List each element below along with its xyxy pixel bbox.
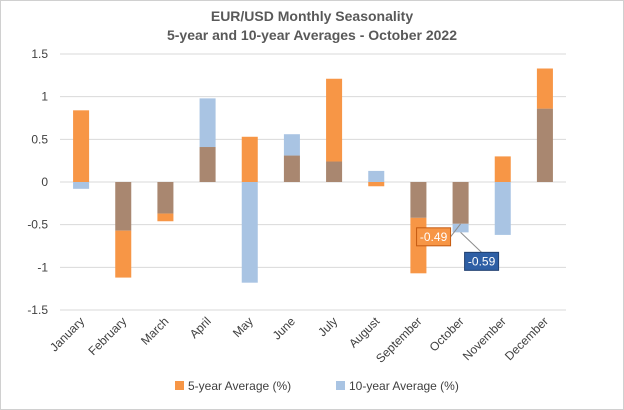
y-tick-label: 0.5 bbox=[31, 132, 48, 146]
legend-swatch bbox=[336, 381, 345, 390]
y-tick-label: 1 bbox=[41, 90, 48, 104]
y-tick-label: 0 bbox=[41, 175, 48, 189]
x-tick-label: February bbox=[86, 314, 130, 358]
callout-box bbox=[416, 227, 452, 247]
chart-subtitle: 5-year and 10-year Averages - October 20… bbox=[167, 27, 457, 43]
callout-box bbox=[464, 251, 500, 271]
gridlines bbox=[60, 53, 566, 311]
bar-5yr bbox=[368, 182, 385, 187]
bar-5yr bbox=[536, 68, 553, 109]
bar-overlap bbox=[283, 155, 300, 182]
x-tick-label: May bbox=[230, 314, 256, 340]
callout-leader bbox=[460, 231, 482, 253]
x-tick-label: October bbox=[427, 314, 467, 354]
bar-5yr bbox=[115, 230, 132, 278]
x-tick-label: March bbox=[138, 314, 171, 347]
bar-10yr bbox=[73, 182, 90, 189]
callout-label: -0.49 bbox=[420, 230, 448, 244]
x-tick-label: January bbox=[47, 314, 87, 354]
bar-overlap bbox=[157, 182, 174, 214]
bar-10yr bbox=[283, 134, 300, 156]
bar-5yr bbox=[241, 136, 258, 182]
callout-label: -0.59 bbox=[468, 254, 496, 268]
y-tick-label: -0.5 bbox=[27, 218, 48, 232]
bar-overlap bbox=[199, 147, 216, 182]
legend-label: 5-year Average (%) bbox=[188, 379, 291, 393]
x-tick-label: November bbox=[460, 314, 509, 363]
legend: 5-year Average (%) 10-year Average (%) bbox=[175, 379, 459, 393]
x-tick-label: July bbox=[315, 314, 340, 339]
bar-5yr bbox=[326, 78, 343, 162]
bar-5yr bbox=[73, 110, 90, 182]
y-tick-label: 1.5 bbox=[31, 47, 48, 61]
bar-10yr bbox=[199, 98, 216, 148]
bar-10yr bbox=[452, 223, 469, 233]
y-tick-label: -1.5 bbox=[27, 303, 48, 317]
bar-overlap bbox=[115, 182, 132, 231]
callout-leader bbox=[450, 223, 461, 238]
x-tick-label: June bbox=[270, 314, 299, 343]
bar-10yr bbox=[241, 182, 258, 283]
x-tick-label: September bbox=[373, 314, 424, 365]
callouts: -0.49 -0.59 bbox=[416, 223, 500, 271]
legend-swatch bbox=[175, 381, 184, 390]
chart-title: EUR/USD Monthly Seasonality bbox=[211, 8, 413, 24]
bar-overlap bbox=[536, 108, 553, 182]
x-tick-label: August bbox=[346, 314, 383, 351]
bar-overlap bbox=[410, 182, 427, 218]
bar-10yr bbox=[494, 182, 511, 235]
x-tick-label: April bbox=[187, 314, 214, 341]
bar-10yr bbox=[368, 170, 385, 182]
bar-overlap bbox=[452, 182, 469, 224]
bars bbox=[73, 68, 553, 283]
bar-5yr bbox=[157, 213, 174, 222]
legend-label: 10-year Average (%) bbox=[349, 379, 459, 393]
bar-5yr bbox=[494, 156, 511, 182]
y-tick-label: -1 bbox=[37, 260, 48, 274]
x-tick-label: December bbox=[502, 314, 551, 363]
bar-overlap bbox=[326, 161, 343, 182]
